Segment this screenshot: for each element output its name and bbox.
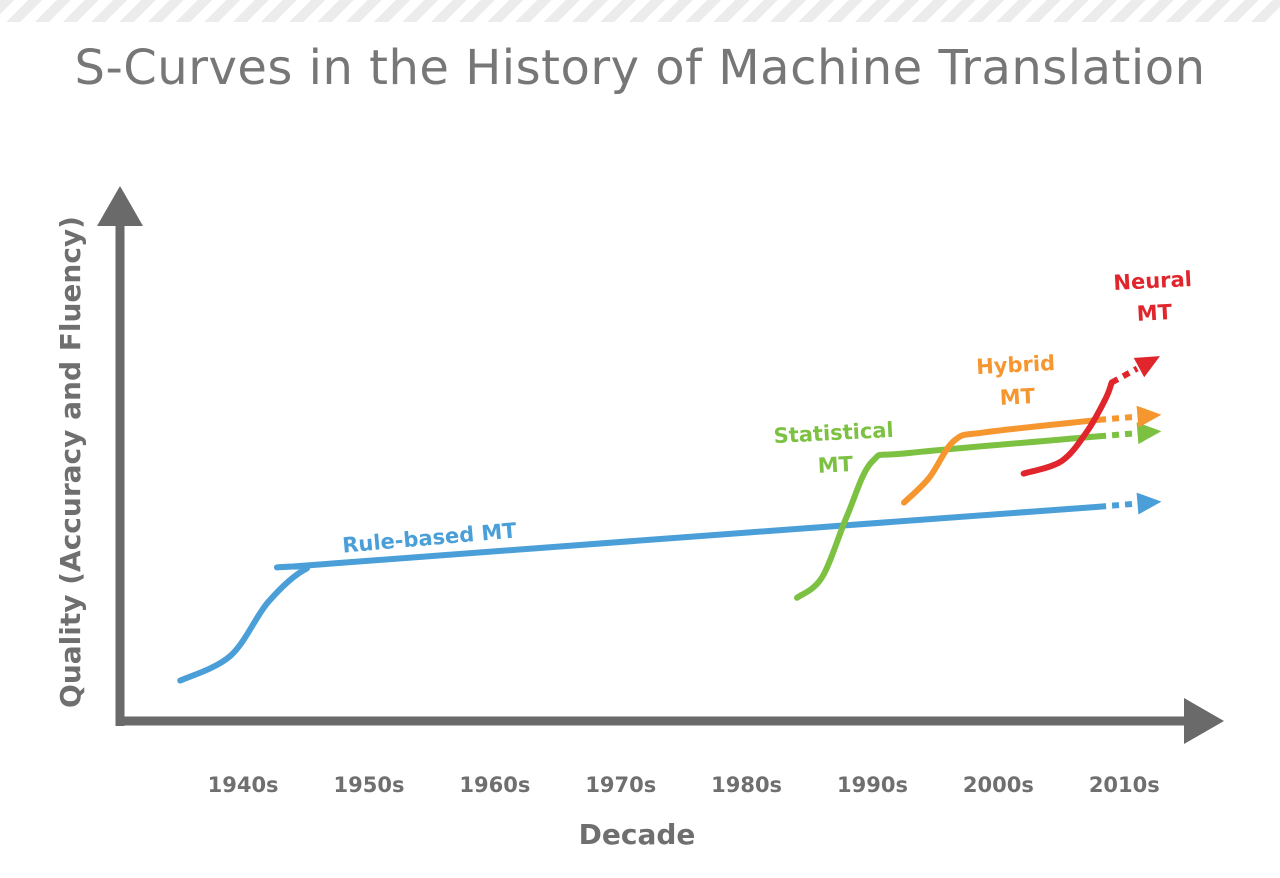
axes: [97, 186, 1224, 744]
series-label-line: Hybrid: [976, 351, 1056, 379]
x-axis-arrowhead: [1184, 698, 1224, 744]
series-label-line: MT: [1136, 300, 1173, 326]
x-tick-label-1960s: 1960s: [459, 773, 530, 797]
series-arrowhead-statistical-mt: [1136, 422, 1162, 445]
series-arrowhead-rule-based-mt: [1136, 492, 1162, 515]
series-label-line: MT: [999, 384, 1036, 410]
series-extension-hybrid-mt: [1098, 413, 1136, 423]
series-line-hybrid-mt: [901, 416, 1103, 506]
series-layer: [177, 356, 1162, 684]
series-label-neural-mt: Neural MT: [1113, 267, 1194, 327]
series-label-line: MT: [817, 452, 854, 478]
x-tick-label-2010s: 2010s: [1089, 773, 1160, 797]
series-extension-neural-mt: [1110, 365, 1139, 386]
series-label-line: Neural: [1113, 267, 1193, 295]
x-tick-label-1950s: 1950s: [334, 773, 405, 797]
series-line-rule-based-mt: [177, 503, 1103, 684]
series-label-statistical-mt: Statistical MT: [773, 418, 896, 480]
series-labels: Rule-based MTStatisticalMTHybridMTNeural…: [341, 267, 1194, 558]
x-tick-label-2000s: 2000s: [963, 773, 1034, 797]
series-arrowhead-hybrid-mt: [1136, 405, 1162, 428]
x-tick-label-1940s: 1940s: [208, 773, 279, 797]
series-arrowhead-neural-mt: [1133, 356, 1160, 378]
x-tick-label-1970s: 1970s: [585, 773, 656, 797]
x-tick-label-1990s: 1990s: [837, 773, 908, 797]
decorative-stripe-band: [0, 0, 1280, 22]
series-line-neural-mt: [1020, 379, 1115, 477]
chart-title: S-Curves in the History of Machine Trans…: [74, 40, 1206, 96]
series-label-line: Statistical: [773, 418, 894, 448]
series-extension-rule-based-mt: [1098, 500, 1136, 510]
x-tick-label-1980s: 1980s: [711, 773, 782, 797]
y-axis-label: Quality (Accuracy and Fluency): [54, 216, 87, 708]
y-axis-arrowhead: [97, 186, 143, 226]
x-axis-label: Decade: [579, 818, 696, 851]
series-extension-statistical-mt: [1098, 430, 1136, 440]
x-tick-labels: 1940s 1950s 1960s 1970s 1980s 1990s 2000s 2010s: [208, 773, 1160, 797]
series-label-hybrid-mt: Hybrid MT: [976, 351, 1058, 411]
series-line-statistical-mt: [794, 433, 1103, 601]
